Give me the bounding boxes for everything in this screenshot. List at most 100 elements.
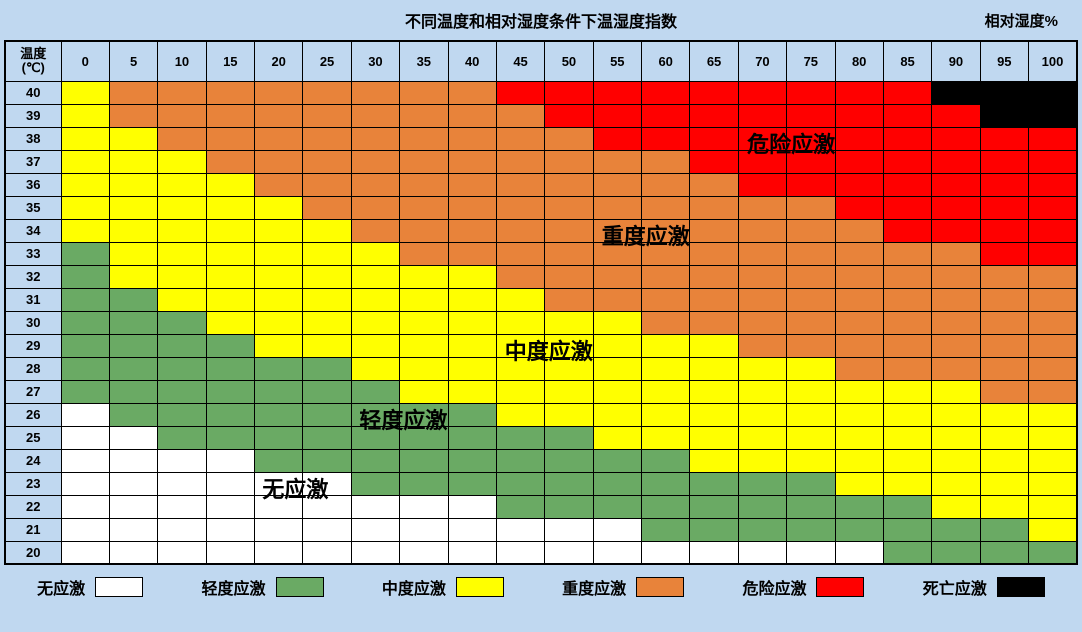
heat-cell (932, 81, 980, 104)
heat-cell (690, 219, 738, 242)
heat-cell (61, 242, 109, 265)
heat-cell (932, 380, 980, 403)
heat-cell (61, 196, 109, 219)
heat-cell (1029, 357, 1078, 380)
heat-cell (642, 541, 690, 564)
heat-cell (932, 472, 980, 495)
heat-cell (303, 495, 351, 518)
humidity-header: 75 (787, 41, 835, 81)
heat-cell (351, 541, 399, 564)
heat-cell (593, 334, 641, 357)
temperature-header: 21 (5, 518, 61, 541)
heat-cell (787, 495, 835, 518)
heat-cell (738, 150, 786, 173)
temperature-header: 40 (5, 81, 61, 104)
heat-cell (351, 449, 399, 472)
heat-cell (206, 357, 254, 380)
heat-cell (448, 242, 496, 265)
heat-cell (448, 288, 496, 311)
heat-cell (980, 81, 1028, 104)
heat-cell (738, 127, 786, 150)
legend-swatch (456, 577, 504, 597)
heat-cell (448, 518, 496, 541)
heat-cell (255, 104, 303, 127)
heat-cell (690, 265, 738, 288)
heat-cell (642, 104, 690, 127)
heat-cell (787, 334, 835, 357)
humidity-header: 5 (109, 41, 157, 81)
heat-cell (738, 449, 786, 472)
heat-cell (303, 449, 351, 472)
heat-cell (61, 150, 109, 173)
heat-cell (738, 219, 786, 242)
heat-cell (496, 81, 544, 104)
heat-cell (883, 403, 931, 426)
heat-cell (351, 472, 399, 495)
heat-cell (61, 81, 109, 104)
heat-cell (835, 127, 883, 150)
heat-cell (400, 173, 448, 196)
heat-cell (932, 242, 980, 265)
chart-title: 不同温度和相对湿度条件下温湿度指数 (4, 8, 1078, 32)
legend-swatch (997, 577, 1045, 597)
heat-cell (545, 495, 593, 518)
heat-cell (787, 265, 835, 288)
heat-cell (158, 334, 206, 357)
heat-cell (109, 311, 157, 334)
heat-cell (642, 449, 690, 472)
heat-cell (61, 127, 109, 150)
heat-cell (545, 104, 593, 127)
heat-cell (448, 426, 496, 449)
heat-cell (690, 380, 738, 403)
heat-cell (593, 311, 641, 334)
humidity-header: 15 (206, 41, 254, 81)
heat-cell (109, 495, 157, 518)
temperature-header: 33 (5, 242, 61, 265)
heat-cell (109, 127, 157, 150)
heat-cell (109, 265, 157, 288)
heat-cell (932, 196, 980, 219)
heat-cell (980, 104, 1028, 127)
heat-cell (787, 196, 835, 219)
humidity-header: 70 (738, 41, 786, 81)
heat-cell (206, 173, 254, 196)
legend-swatch (816, 577, 864, 597)
humidity-header: 90 (932, 41, 980, 81)
heat-cell (158, 219, 206, 242)
heat-cell (545, 380, 593, 403)
heat-cell (206, 127, 254, 150)
heat-cell (835, 242, 883, 265)
heat-cell (496, 449, 544, 472)
heat-cell (400, 81, 448, 104)
heat-cell (158, 541, 206, 564)
heat-cell (351, 81, 399, 104)
heat-cell (255, 150, 303, 173)
heat-cell (835, 265, 883, 288)
legend-item-none: 无应激 (37, 575, 143, 599)
heat-cell (496, 127, 544, 150)
heat-cell (1029, 288, 1078, 311)
heat-cell (206, 403, 254, 426)
heat-cell (61, 518, 109, 541)
heat-cell (206, 150, 254, 173)
humidity-header: 80 (835, 41, 883, 81)
heat-cell (593, 127, 641, 150)
heat-cell (1029, 104, 1078, 127)
heat-cell (400, 380, 448, 403)
heat-cell (980, 495, 1028, 518)
humidity-header: 50 (545, 41, 593, 81)
heat-cell (980, 311, 1028, 334)
heat-cell (738, 334, 786, 357)
heat-cell (883, 196, 931, 219)
heat-cell (206, 518, 254, 541)
heat-cell (1029, 449, 1078, 472)
legend-label: 死亡应激 (923, 575, 987, 599)
heat-cell (255, 196, 303, 219)
heat-cell (883, 380, 931, 403)
heat-cell (835, 196, 883, 219)
heat-cell (787, 288, 835, 311)
heat-cell (206, 334, 254, 357)
heat-cell (883, 288, 931, 311)
heat-cell (593, 150, 641, 173)
heat-cell (738, 495, 786, 518)
